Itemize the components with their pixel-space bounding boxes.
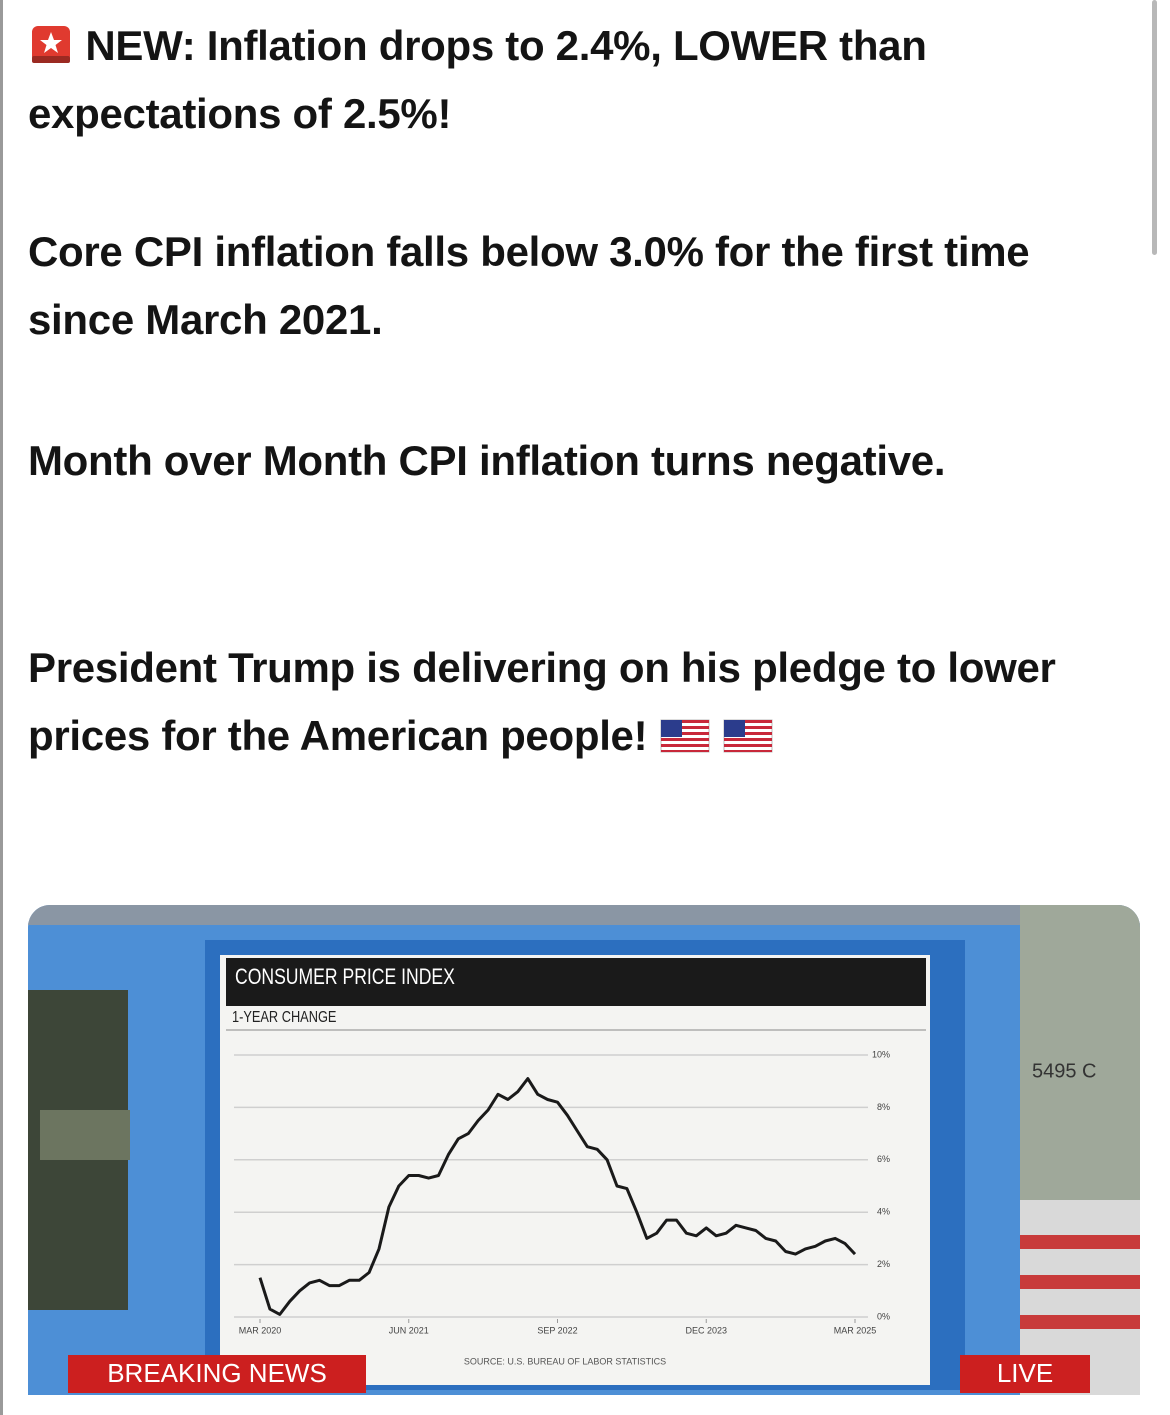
top-frame: [28, 905, 1140, 925]
y-tick-label: 10%: [872, 1049, 890, 1059]
us-flag-emoji: [723, 719, 773, 753]
live-badge: [960, 1355, 1090, 1393]
embedded-image[interactable]: 5495 C CONSUMER PRICE INDEX 1-YEAR CHANG…: [28, 905, 1140, 1415]
post-text: President Trump is delivering on his ple…: [28, 644, 1056, 759]
y-tick-label: 0%: [877, 1311, 890, 1321]
ticker: [28, 1395, 1140, 1415]
siren-emoji: [32, 26, 70, 63]
live-text: LIVE: [997, 1358, 1053, 1388]
post-paragraph: NEW: Inflation drops to 2.4%, LOWER than…: [28, 12, 1128, 148]
cpi-line: [258, 1077, 857, 1316]
post-paragraph: President Trump is delivering on his ple…: [28, 634, 1128, 770]
y-tick-label: 2%: [877, 1259, 890, 1269]
x-tick-label: MAR 2020: [239, 1325, 282, 1335]
bill-serial: 5495 C: [1032, 1060, 1097, 1082]
window-edge: [0, 0, 3, 1415]
chart-title: CONSUMER PRICE INDEX: [235, 965, 455, 989]
title-bar: [226, 958, 926, 1006]
scrollbar[interactable]: [1152, 0, 1157, 255]
money-photo: [40, 1110, 130, 1160]
post-paragraph: Month over Month CPI inflation turns neg…: [28, 427, 1128, 495]
x-tick-label: DEC 2023: [685, 1325, 727, 1335]
y-tick-label: 6%: [877, 1154, 890, 1164]
post-text: Core CPI inflation falls below 3.0% for …: [28, 228, 1030, 343]
x-tick-label: JUN 2021: [389, 1325, 429, 1335]
post-paragraph: Core CPI inflation falls below 3.0% for …: [28, 218, 1128, 354]
chart-subtitle: 1-YEAR CHANGE: [232, 1009, 337, 1027]
y-tick-label: 8%: [877, 1102, 890, 1112]
board: [220, 955, 930, 1385]
chart-source: SOURCE: U.S. BUREAU OF LABOR STATISTICS: [464, 1356, 666, 1366]
x-tick-label: MAR 2025: [834, 1325, 877, 1335]
breaking-text: BREAKING NEWS: [107, 1358, 327, 1388]
post-text: Month over Month CPI inflation turns neg…: [28, 437, 946, 484]
x-tick-label: SEP 2022: [537, 1325, 577, 1335]
post-text: NEW: Inflation drops to 2.4%, LOWER than…: [28, 22, 927, 137]
us-flag-emoji: [660, 719, 710, 753]
breaking-banner: [68, 1355, 366, 1393]
y-tick-label: 4%: [877, 1207, 890, 1217]
